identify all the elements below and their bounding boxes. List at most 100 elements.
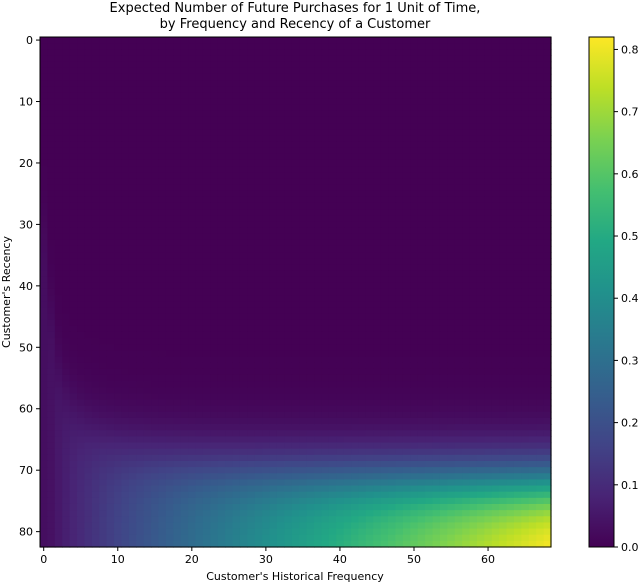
- heatmap-cell: [543, 227, 552, 235]
- heatmap-cell: [284, 67, 293, 75]
- heatmap-cell: [188, 325, 197, 333]
- heatmap-cell: [484, 190, 493, 198]
- heatmap-cell: [210, 123, 219, 130]
- heatmap-cell: [173, 215, 182, 222]
- heatmap-cell: [417, 252, 426, 259]
- heatmap-cell: [54, 325, 63, 333]
- heatmap-cell: [84, 73, 93, 81]
- heatmap-cell: [358, 381, 367, 388]
- heatmap-cell: [314, 86, 323, 93]
- heatmap-cell: [439, 141, 448, 149]
- heatmap-cell: [291, 147, 300, 155]
- heatmap-cell: [365, 448, 374, 456]
- heatmap-cell: [462, 104, 471, 112]
- heatmap-cell: [321, 221, 330, 229]
- heatmap-cell: [262, 405, 271, 413]
- heatmap-cell: [195, 147, 204, 155]
- heatmap-cell: [188, 454, 197, 462]
- heatmap-cell: [254, 135, 263, 143]
- heatmap-cell: [343, 61, 352, 69]
- heatmap-cell: [321, 166, 330, 173]
- heatmap-cell: [343, 153, 352, 161]
- heatmap-cell: [210, 362, 219, 370]
- heatmap-cell: [484, 178, 493, 186]
- heatmap-cell: [217, 37, 226, 44]
- heatmap-cell: [210, 405, 219, 413]
- heatmap-cell: [114, 215, 123, 222]
- heatmap-cell: [425, 356, 434, 364]
- heatmap-cell: [121, 430, 130, 437]
- heatmap-cell: [521, 141, 530, 149]
- heatmap-cell: [321, 442, 330, 450]
- heatmap-cell: [262, 368, 271, 376]
- heatmap-cell: [151, 411, 160, 419]
- heatmap-cell: [314, 270, 323, 278]
- heatmap-cell: [343, 202, 352, 210]
- heatmap-cell: [276, 190, 285, 198]
- heatmap-cell: [232, 460, 241, 468]
- heatmap-cell: [432, 331, 441, 339]
- heatmap-cell: [432, 460, 441, 468]
- heatmap-cell: [284, 301, 293, 308]
- heatmap-cell: [365, 417, 374, 425]
- heatmap-cell: [536, 436, 545, 444]
- heatmap-cell: [128, 436, 137, 444]
- heatmap-cell: [328, 202, 337, 210]
- heatmap-cell: [128, 166, 137, 173]
- heatmap-cell: [217, 368, 226, 376]
- heatmap-cell: [432, 411, 441, 419]
- heatmap-cell: [165, 184, 174, 192]
- heatmap-cell: [47, 252, 56, 259]
- heatmap-cell: [210, 153, 219, 161]
- heatmap-cell: [284, 215, 293, 222]
- heatmap-cell: [195, 61, 204, 69]
- heatmap-cell: [425, 221, 434, 229]
- heatmap-cell: [225, 319, 234, 327]
- heatmap-cell: [447, 307, 456, 315]
- heatmap-cell: [336, 319, 345, 327]
- heatmap-cell: [543, 430, 552, 437]
- heatmap-cell: [469, 49, 478, 57]
- heatmap-cell: [128, 184, 137, 192]
- heatmap-cell: [247, 307, 256, 315]
- heatmap-cell: [476, 258, 485, 265]
- heatmap-cell: [84, 233, 93, 241]
- heatmap-cell: [151, 221, 160, 229]
- heatmap-cell: [247, 129, 256, 136]
- heatmap-cell: [506, 325, 515, 333]
- heatmap-cell: [454, 245, 463, 253]
- heatmap-cell: [321, 141, 330, 149]
- heatmap-cell: [543, 178, 552, 186]
- heatmap-cell: [410, 43, 419, 50]
- heatmap-cell: [188, 405, 197, 413]
- heatmap-cell: [462, 264, 471, 272]
- heatmap-cell: [269, 153, 278, 161]
- heatmap-cell: [476, 319, 485, 327]
- heatmap-cell: [247, 233, 256, 241]
- heatmap-cell: [528, 104, 537, 112]
- heatmap-cell: [128, 442, 137, 450]
- heatmap-cell: [476, 147, 485, 155]
- heatmap-cell: [225, 80, 234, 87]
- heatmap-cell: [47, 55, 56, 63]
- heatmap-cell: [499, 129, 508, 136]
- heatmap-cell: [358, 356, 367, 364]
- heatmap-cell: [128, 417, 137, 425]
- heatmap-cell: [395, 295, 404, 302]
- heatmap-cell: [128, 344, 137, 351]
- heatmap-cell: [306, 159, 315, 167]
- heatmap-cell: [402, 233, 411, 241]
- heatmap-cell: [247, 270, 256, 278]
- heatmap-cell: [410, 190, 419, 198]
- heatmap-cell: [106, 448, 115, 456]
- heatmap-cell: [254, 399, 263, 407]
- heatmap-cell: [69, 202, 78, 210]
- heatmap-cell: [210, 98, 219, 106]
- heatmap-cell: [210, 178, 219, 186]
- heatmap-cell: [180, 405, 189, 413]
- heatmap-cell: [343, 295, 352, 302]
- heatmap-cell: [217, 430, 226, 437]
- heatmap-cell: [432, 104, 441, 112]
- heatmap-cell: [528, 270, 537, 278]
- heatmap-cell: [291, 295, 300, 302]
